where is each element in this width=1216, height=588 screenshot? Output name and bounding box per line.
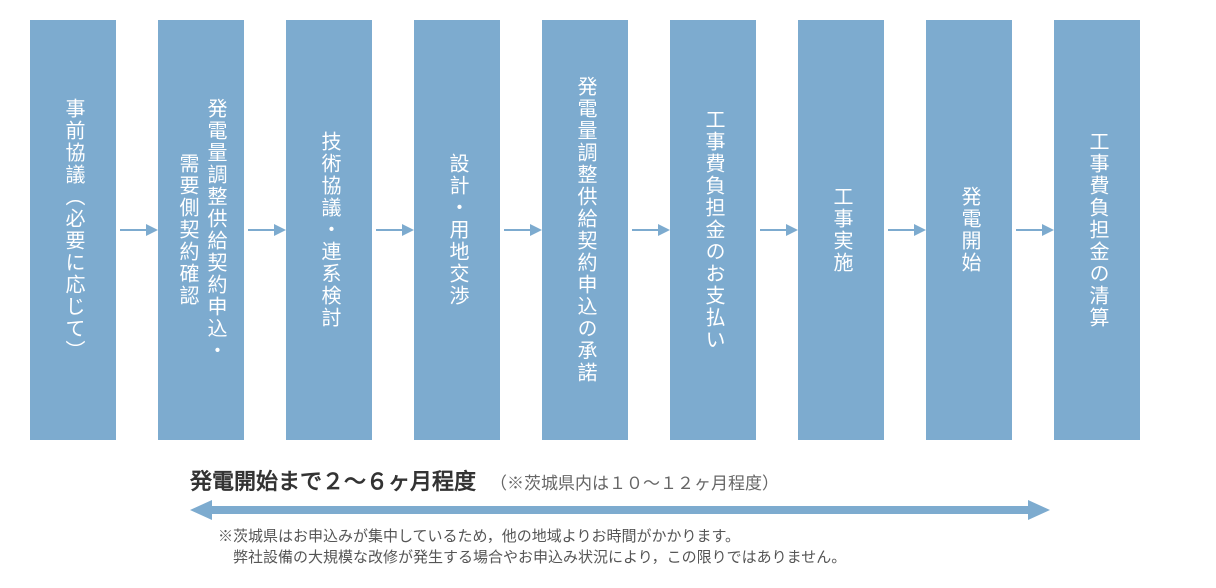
timeline-double-arrow xyxy=(190,500,1050,520)
arrow-right-icon xyxy=(116,220,158,240)
flow-step-label: 発電量調整供給契約申込・需要側契約確認 xyxy=(173,98,229,362)
flow-step: 工事費負担金のお支払い xyxy=(670,20,756,440)
timeline-subtitle: （※茨城県内は１０～１２ヶ月程度） xyxy=(490,469,779,494)
timeline-section: 発電開始まで２～６ヶ月程度 （※茨城県内は１０～１２ヶ月程度） ※茨城県はお申込… xyxy=(190,464,1050,568)
timeline-title: 発電開始まで２～６ヶ月程度 xyxy=(190,464,476,496)
flow-step-label: 事前協議（必要に応じて） xyxy=(59,98,87,362)
arrow-right-icon xyxy=(1012,220,1054,240)
flow-step-label: 発電量調整供給契約申込の承諾 xyxy=(571,76,599,384)
flow-step: 技術協議・連系検討 xyxy=(286,20,372,440)
flow-step-label: 設計・用地交渉 xyxy=(443,153,471,307)
flow-step-label: 工事費負担金のお支払い xyxy=(699,109,727,351)
process-flow: 事前協議（必要に応じて） 発電量調整供給契約申込・需要側契約確認 技術協議・連系検討… xyxy=(30,20,1186,440)
arrow-right-icon xyxy=(500,220,542,240)
flow-step-label: 工事実施 xyxy=(827,186,855,274)
flow-step-label: 技術協議・連系検討 xyxy=(315,131,343,329)
timeline-note: 弊社設備の大規模な改修が発生する場合やお申込み状況により，この限りではありません… xyxy=(218,547,1050,568)
arrow-right-icon xyxy=(884,220,926,240)
arrow-right-icon xyxy=(372,220,414,240)
arrow-right-icon xyxy=(244,220,286,240)
flow-step: 設計・用地交渉 xyxy=(414,20,500,440)
timeline-notes: ※茨城県はお申込みが集中しているため，他の地域よりお時間がかかります。 弊社設備… xyxy=(218,526,1050,568)
flow-step: 発電量調整供給契約申込・需要側契約確認 xyxy=(158,20,244,440)
arrow-right-icon xyxy=(628,220,670,240)
flow-step: 工事実施 xyxy=(798,20,884,440)
flow-step-label: 工事費負担金の清算 xyxy=(1083,131,1111,329)
flow-step-label: 発電開始 xyxy=(955,186,983,274)
timeline-title-row: 発電開始まで２～６ヶ月程度 （※茨城県内は１０～１２ヶ月程度） xyxy=(190,464,1050,496)
flow-step: 発電量調整供給契約申込の承諾 xyxy=(542,20,628,440)
flow-step: 発電開始 xyxy=(926,20,1012,440)
arrow-right-icon xyxy=(756,220,798,240)
flow-step: 事前協議（必要に応じて） xyxy=(30,20,116,440)
flow-step: 工事費負担金の清算 xyxy=(1054,20,1140,440)
timeline-note: ※茨城県はお申込みが集中しているため，他の地域よりお時間がかかります。 xyxy=(218,526,1050,547)
